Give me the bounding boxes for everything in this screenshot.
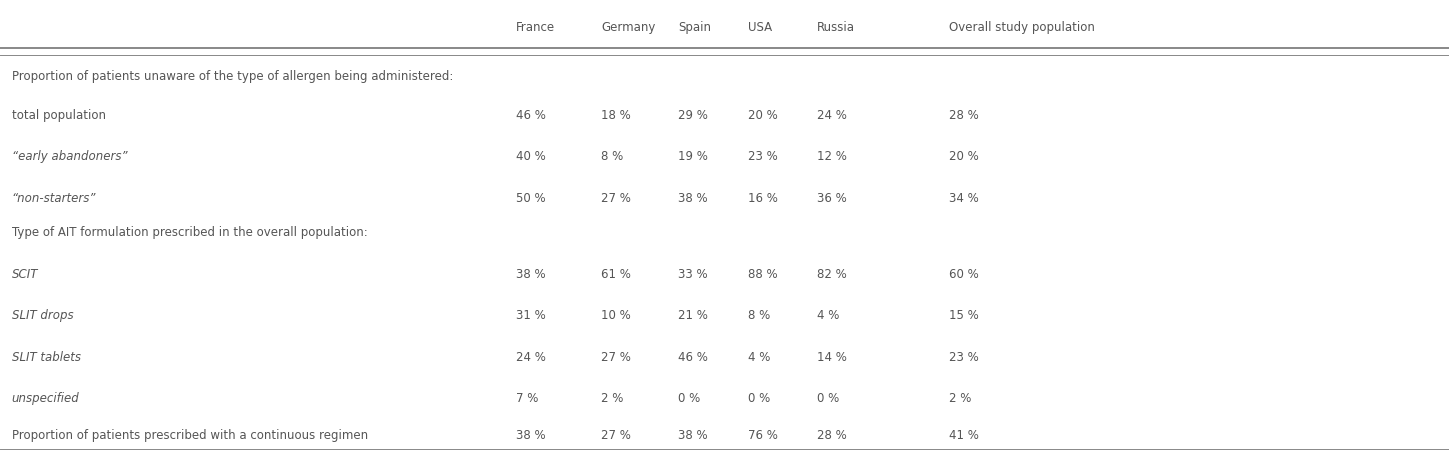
Text: “non-starters”: “non-starters” [12,192,96,205]
Text: 38 %: 38 % [516,429,545,442]
Text: 27 %: 27 % [601,192,632,205]
Text: 12 %: 12 % [817,150,848,163]
Text: 4 %: 4 % [748,351,769,364]
Text: 31 %: 31 % [516,309,546,322]
Text: “early abandoners”: “early abandoners” [12,150,128,163]
Text: Type of AIT formulation prescribed in the overall population:: Type of AIT formulation prescribed in th… [12,226,368,239]
Text: 23 %: 23 % [748,150,778,163]
Text: Russia: Russia [817,21,855,34]
Text: 4 %: 4 % [817,309,839,322]
Text: 24 %: 24 % [817,109,848,122]
Text: 28 %: 28 % [949,109,980,122]
Text: USA: USA [748,21,772,34]
Text: 34 %: 34 % [949,192,980,205]
Text: Proportion of patients prescribed with a continuous regimen: Proportion of patients prescribed with a… [12,429,368,442]
Text: Germany: Germany [601,21,656,34]
Text: 88 %: 88 % [748,268,777,281]
Text: 82 %: 82 % [817,268,848,281]
Text: Proportion of patients unaware of the type of allergen being administered:: Proportion of patients unaware of the ty… [12,70,454,83]
Text: 0 %: 0 % [748,392,769,405]
Text: SCIT: SCIT [12,268,38,281]
Text: 28 %: 28 % [817,429,848,442]
Text: 0 %: 0 % [678,392,700,405]
Text: 2 %: 2 % [949,392,971,405]
Text: Overall study population: Overall study population [949,21,1095,34]
Text: France: France [516,21,555,34]
Text: 36 %: 36 % [817,192,848,205]
Text: 38 %: 38 % [678,429,707,442]
Text: SLIT drops: SLIT drops [12,309,74,322]
Text: 20 %: 20 % [748,109,778,122]
Text: 8 %: 8 % [601,150,623,163]
Text: 2 %: 2 % [601,392,623,405]
Text: 18 %: 18 % [601,109,632,122]
Text: 33 %: 33 % [678,268,707,281]
Text: 40 %: 40 % [516,150,546,163]
Text: 10 %: 10 % [601,309,632,322]
Text: 38 %: 38 % [678,192,707,205]
Text: 46 %: 46 % [516,109,546,122]
Text: 27 %: 27 % [601,351,632,364]
Text: 61 %: 61 % [601,268,632,281]
Text: 29 %: 29 % [678,109,709,122]
Text: 14 %: 14 % [817,351,848,364]
Text: 50 %: 50 % [516,192,545,205]
Text: 15 %: 15 % [949,309,980,322]
Text: 19 %: 19 % [678,150,709,163]
Text: 23 %: 23 % [949,351,980,364]
Text: 20 %: 20 % [949,150,980,163]
Text: 0 %: 0 % [817,392,839,405]
Text: 16 %: 16 % [748,192,778,205]
Text: 41 %: 41 % [949,429,980,442]
Text: total population: total population [12,109,106,122]
Text: 38 %: 38 % [516,268,545,281]
Text: 7 %: 7 % [516,392,538,405]
Text: 8 %: 8 % [748,309,769,322]
Text: SLIT tablets: SLIT tablets [12,351,81,364]
Text: 46 %: 46 % [678,351,709,364]
Text: 27 %: 27 % [601,429,632,442]
Text: 76 %: 76 % [748,429,778,442]
Text: 21 %: 21 % [678,309,709,322]
Text: 24 %: 24 % [516,351,546,364]
Text: unspecified: unspecified [12,392,80,405]
Text: Spain: Spain [678,21,711,34]
Text: 60 %: 60 % [949,268,980,281]
